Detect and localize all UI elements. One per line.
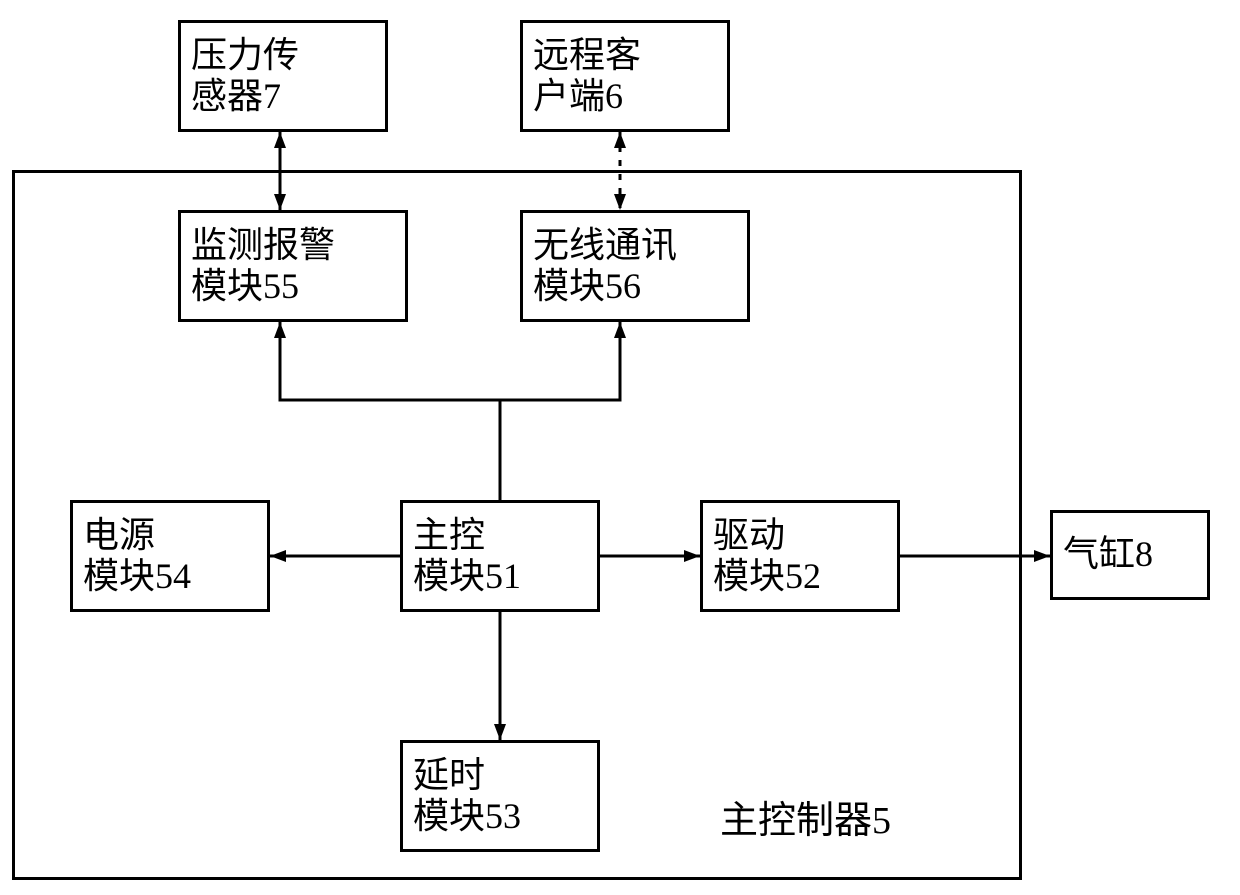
main-controller-label: 主控制器5 xyxy=(720,800,891,844)
node-wireless-comm: 无线通讯 模块56 xyxy=(520,210,750,322)
node-pressure-sensor: 压力传 感器7 xyxy=(178,20,388,132)
label-line1: 远程客 xyxy=(533,35,641,75)
node-cylinder: 气缸8 xyxy=(1050,510,1210,600)
label-line1: 驱动 xyxy=(713,515,785,555)
node-main-control-module: 主控 模块51 xyxy=(400,500,600,612)
label-line2: 模块53 xyxy=(413,796,521,836)
label-line2: 模块55 xyxy=(191,266,299,306)
label-line2: 模块54 xyxy=(83,556,191,596)
label-line2: 户端6 xyxy=(533,76,623,116)
node-remote-client: 远程客 户端6 xyxy=(520,20,730,132)
node-drive-module: 驱动 模块52 xyxy=(700,500,900,612)
label-line2: 模块56 xyxy=(533,266,641,306)
label-line2: 模块52 xyxy=(713,556,821,596)
label-line1: 监测报警 xyxy=(191,225,335,265)
node-power-module: 电源 模块54 xyxy=(70,500,270,612)
label-line1: 主控 xyxy=(413,515,485,555)
label-line1: 压力传 xyxy=(191,35,299,75)
label-text: 主控制器5 xyxy=(720,800,891,842)
label-line2: 感器7 xyxy=(191,76,281,116)
label-line1: 无线通讯 xyxy=(533,225,677,265)
node-delay-module: 延时 模块53 xyxy=(400,740,600,852)
label-line2: 模块51 xyxy=(413,556,521,596)
label-line1: 气缸8 xyxy=(1063,534,1153,574)
node-monitor-alarm: 监测报警 模块55 xyxy=(178,210,408,322)
label-line1: 延时 xyxy=(413,755,485,795)
label-line1: 电源 xyxy=(83,515,155,555)
